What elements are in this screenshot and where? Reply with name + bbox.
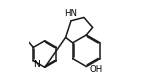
Text: OH: OH: [90, 65, 103, 74]
Text: N: N: [34, 60, 40, 68]
Text: HN: HN: [64, 9, 78, 18]
